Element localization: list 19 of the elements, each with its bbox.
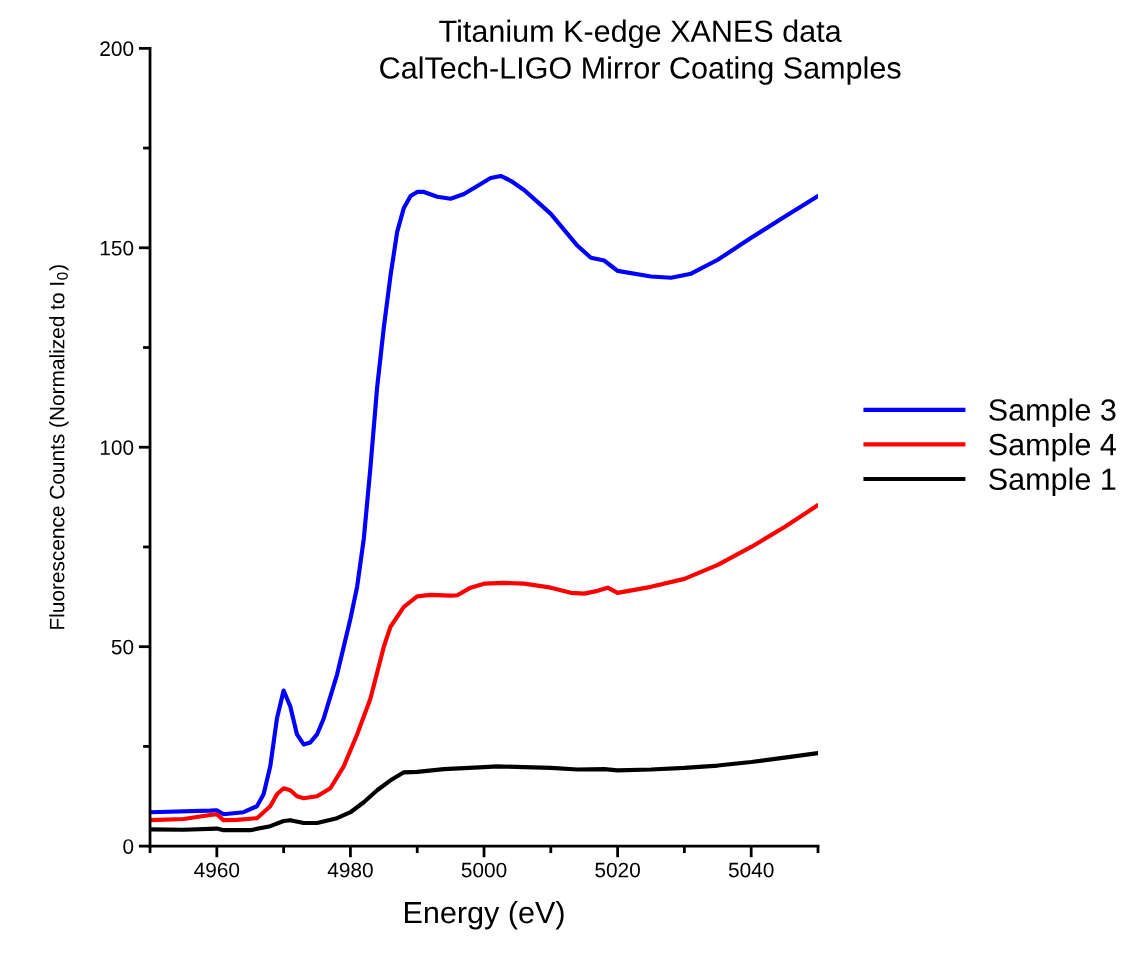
chart-subtitle: CalTech-LIGO Mirror Coating Samples	[380, 56, 901, 85]
x-tick-label: 5040	[728, 862, 774, 878]
x-tick-label: 4960	[194, 862, 240, 878]
chart-title: Titanium K-edge XANES data	[439, 19, 842, 49]
y-axis-title: Fluorescence Counts (Normalized to I$_{0}$)	[49, 265, 69, 629]
y-tick-label: 50	[111, 639, 134, 655]
y-tick-label: 200	[100, 41, 134, 57]
x-tick-label: 5020	[595, 862, 640, 878]
line-series	[150, 173, 818, 817]
y-tick-label: 150	[100, 240, 134, 256]
y-tick-label: 0	[123, 839, 134, 854]
x-axis-title: Energy (eV)	[405, 900, 564, 930]
y-tick-label: 100	[100, 440, 134, 455]
x-tick-label: 4980	[327, 862, 373, 878]
line-series	[150, 502, 818, 823]
legend-label: Sample 3	[989, 398, 1116, 427]
legend-label: Sample 1	[989, 467, 1116, 497]
x-tick-label: 5000	[461, 862, 507, 878]
legend-label: Sample 4	[989, 433, 1116, 462]
